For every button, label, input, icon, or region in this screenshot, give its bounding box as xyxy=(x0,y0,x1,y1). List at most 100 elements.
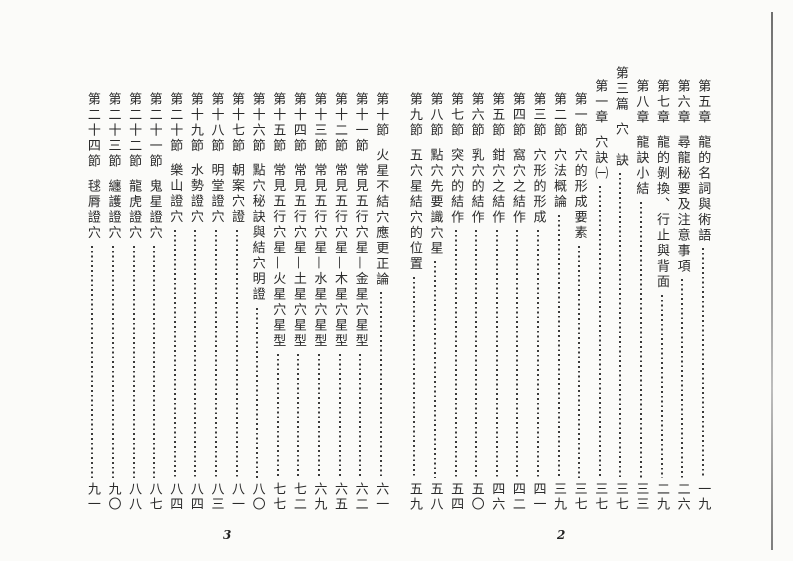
entry-label: 第十四節 常見五行穴星—土星穴星型 xyxy=(290,92,306,349)
page-edge-line xyxy=(771,12,773,550)
entry-title: 龍虎證穴 xyxy=(126,178,142,241)
entry-page-number: 八四 xyxy=(187,482,203,512)
entry-page-number: 五八 xyxy=(427,482,443,512)
entry-label: 第二十三節 纏護證穴 xyxy=(105,92,120,241)
entry-number: 第十五節 xyxy=(270,92,286,154)
dotted-leader xyxy=(91,245,94,478)
entry-page-number: 六一 xyxy=(373,482,389,512)
dotted-leader xyxy=(639,201,642,478)
entry-title: 穴的形成要素 xyxy=(571,147,587,241)
entry-number: 第十九節 xyxy=(187,92,203,154)
entry-title: 窩穴之結作 xyxy=(509,147,525,226)
entry-number: 第二十一節 xyxy=(146,92,162,170)
entry-number: 第六節 xyxy=(468,92,484,139)
dotted-leader xyxy=(338,354,341,478)
entry-label: 第十節 火星不結穴應更正論 xyxy=(373,92,389,288)
entry-title: 火星不結穴應更正論 xyxy=(373,147,389,288)
toc-entry: 第二十三節 纏護證穴 九〇 xyxy=(103,66,124,512)
entry-page-number: 三三 xyxy=(633,482,649,512)
entry-label: 第二節 穴法概論 xyxy=(551,92,567,210)
dotted-leader xyxy=(536,230,539,478)
dotted-leader xyxy=(256,307,259,478)
toc-entries-left: 第十節 火星不結穴應更正論 六一 第十一節 常見五行穴星—金星穴星型 六二 第十… xyxy=(81,66,391,512)
entry-title: 明堂證穴 xyxy=(208,163,224,225)
entry-label: 第二十四節 毬脣證穴 xyxy=(84,92,100,241)
entry-title: 穴形的形成 xyxy=(530,147,546,226)
entry-label: 第十七節 朝案穴證 xyxy=(229,92,245,225)
dotted-leader xyxy=(132,245,135,478)
entry-title: 水勢證穴 xyxy=(187,163,203,225)
entry-page-number: 八七 xyxy=(146,482,162,512)
toc-entry: 第九節 五穴星結穴的位置 五九 xyxy=(404,66,425,512)
entry-number: 第十四節 xyxy=(290,92,306,154)
toc-entry: 第五章 龍的名詞與術語 一九 xyxy=(692,66,713,512)
entry-number: 第六章 xyxy=(674,79,690,126)
entry-number: 第一章 xyxy=(592,79,608,126)
toc-entry: 第十六節 點穴秘訣與結穴明證 八〇 xyxy=(247,66,268,512)
toc-entry: 第三篇 穴 訣 三七 xyxy=(610,66,631,512)
entry-title: 龍的名詞與術語 xyxy=(695,134,711,244)
entry-title: 毬脣證穴 xyxy=(84,178,100,241)
toc-page-right: 第五章 龍的名詞與術語 一九 第六章 尋龍秘要及注意事項 二六 第七章 龍的剝換… xyxy=(403,66,713,512)
toc-entry: 第四節 窩穴之結作 四二 xyxy=(507,66,528,512)
entry-title: 穴法概論 xyxy=(551,147,567,210)
toc-entry: 第八節 點穴先要識穴星 五八 xyxy=(425,66,446,512)
entry-number: 第十七節 xyxy=(229,92,245,154)
toc-entry: 第一章 穴訣㈠ 三七 xyxy=(589,66,610,512)
dotted-leader xyxy=(276,354,279,478)
dotted-leader xyxy=(516,230,519,478)
toc-entries-right: 第五章 龍的名詞與術語 一九 第六章 尋龍秘要及注意事項 二六 第七章 龍的剝換… xyxy=(403,66,713,512)
entry-title: 龍訣小結 xyxy=(633,134,649,197)
toc-entry: 第五節 鉗穴之結作 四六 xyxy=(486,66,507,512)
entry-page-number: 三七 xyxy=(612,482,628,512)
toc-entry: 第一節 穴的形成要素 三七 xyxy=(569,66,590,512)
dotted-leader xyxy=(317,354,320,478)
entry-page-number: 九一 xyxy=(84,482,100,512)
entry-title: 常見五行穴星—火星穴星型 xyxy=(270,163,286,349)
entry-page-number: 三七 xyxy=(571,482,587,512)
entry-label: 第六節 乳穴的結作 xyxy=(468,92,484,225)
entry-label: 第八節 點穴先要識穴星 xyxy=(427,92,442,256)
entry-label: 第七節 突穴的結作 xyxy=(448,92,463,225)
entry-number: 第二節 xyxy=(551,92,567,139)
toc-entry: 第二十一節 鬼星證穴 八七 xyxy=(144,66,165,512)
entry-page-number: 九〇 xyxy=(105,482,121,512)
entry-number: 第九節 xyxy=(406,92,422,139)
entry-number: 第十八節 xyxy=(208,92,224,154)
entry-title: 五穴星結穴的位置 xyxy=(406,147,422,272)
entry-label: 第七章 龍的剝換、行止與背面 xyxy=(654,79,670,290)
toc-entry: 第三節 穴形的形成 四一 xyxy=(528,66,549,512)
entry-title: 常見五行穴星—金星穴星型 xyxy=(352,163,368,349)
entry-number: 第二十二節 xyxy=(126,92,142,170)
toc-entry: 第十七節 朝案穴證 八一 xyxy=(226,66,247,512)
toc-entry: 第二十四節 毬脣證穴 九一 xyxy=(82,66,103,512)
dotted-leader xyxy=(681,279,684,478)
dotted-leader xyxy=(214,230,217,478)
folio-number-right: 2 xyxy=(557,528,566,542)
dotted-leader xyxy=(475,230,478,478)
dotted-leader xyxy=(598,186,601,478)
entry-label: 第十五節 常見五行穴星—火星穴星型 xyxy=(270,92,286,349)
entry-page-number: 六九 xyxy=(311,482,327,512)
entry-page-number: 一九 xyxy=(695,482,711,512)
entry-title: 點穴秘訣與結穴明證 xyxy=(249,163,265,303)
toc-entry: 第十九節 水勢證穴 八四 xyxy=(185,66,206,512)
entry-number: 第八章 xyxy=(633,79,649,126)
dotted-leader xyxy=(194,230,197,478)
entry-page-number: 六二 xyxy=(352,482,368,512)
toc-entry: 第十三節 常見五行穴星—水星穴星型 六九 xyxy=(309,66,330,512)
entry-page-number: 四一 xyxy=(530,482,546,512)
toc-entry: 第十節 火星不結穴應更正論 六一 xyxy=(370,66,391,512)
entry-label: 第八章 龍訣小結 xyxy=(633,79,649,197)
entry-title: 尋龍秘要及注意事項 xyxy=(674,134,690,275)
entry-page-number: 八八 xyxy=(126,482,142,512)
entry-number: 第一節 xyxy=(571,92,587,139)
entry-label: 第十八節 明堂證穴 xyxy=(208,92,224,225)
entry-page-number: 八三 xyxy=(208,482,224,512)
entry-title: 常見五行穴星—水星穴星型 xyxy=(311,163,327,349)
dotted-leader xyxy=(557,214,560,478)
entry-title: 龍的剝換、行止與背面 xyxy=(654,134,670,290)
entry-number: 第三篇 xyxy=(612,66,628,113)
entry-title: 穴訣㈠ xyxy=(592,134,608,182)
dotted-leader xyxy=(660,294,663,478)
